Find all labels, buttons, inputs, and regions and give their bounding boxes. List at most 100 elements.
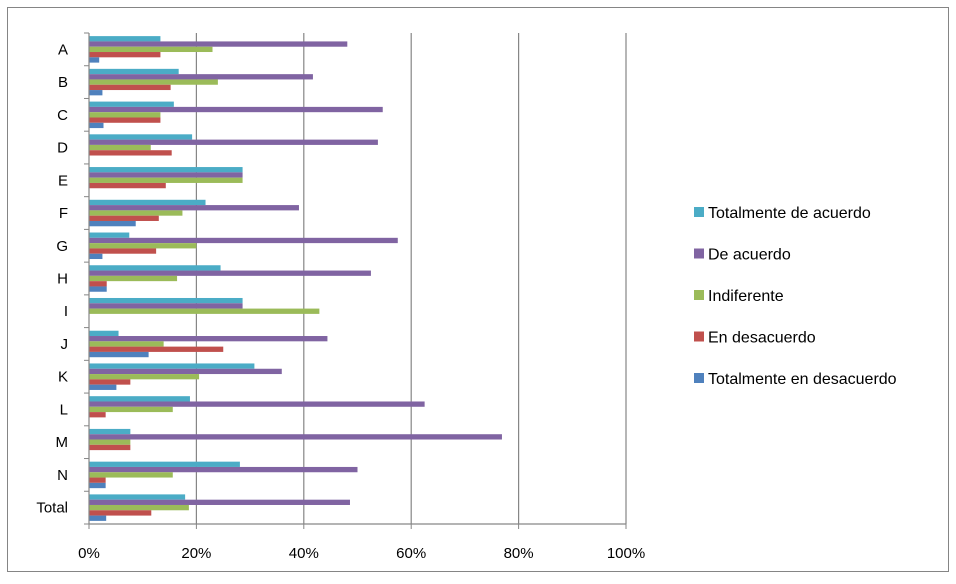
bar-e-indiferente — [89, 177, 243, 183]
bar-e-totalmente-de-acuerdo — [89, 167, 243, 173]
bar-f-totalmente-en-desacuerdo — [89, 220, 136, 227]
y-category-label: I — [64, 303, 68, 320]
bar-j-de-acuerdo — [89, 336, 328, 342]
bar-l-indiferente — [89, 406, 173, 413]
legend-swatch-totalmente-en-desacuerdo — [694, 373, 704, 383]
bar-f-indiferente — [89, 210, 183, 216]
bar-j-totalmente-de-acuerdo — [89, 330, 119, 337]
y-category-label: N — [57, 467, 68, 484]
bar-j-totalmente-en-desacuerdo — [89, 351, 149, 358]
bar-n-indiferente — [89, 472, 173, 478]
x-tick-label: 60% — [396, 545, 426, 562]
bar-c-totalmente-de-acuerdo — [89, 101, 174, 107]
bar-m-en-desacuerdo — [89, 444, 131, 451]
bar-total-indiferente — [89, 504, 189, 511]
legend-label-totalmente-en-desacuerdo: Totalmente en desacuerdo — [708, 371, 897, 388]
bar-total-de-acuerdo — [89, 499, 350, 505]
y-category-label: H — [57, 271, 68, 288]
y-category-label: F — [59, 205, 68, 222]
legend-swatch-totalmente-de-acuerdo — [694, 207, 704, 217]
bar-f-en-desacuerdo — [89, 215, 159, 221]
bar-g-totalmente-de-acuerdo — [89, 232, 130, 238]
legend-label-de-acuerdo: De acuerdo — [708, 247, 791, 264]
bar-e-en-desacuerdo — [89, 182, 166, 189]
bar-l-de-acuerdo — [89, 401, 425, 407]
legend-label-totalmente-de-acuerdo: Totalmente de acuerdo — [708, 205, 871, 222]
bar-e-de-acuerdo — [89, 172, 243, 178]
x-tick-label: 80% — [504, 545, 534, 562]
bars — [89, 36, 502, 521]
bar-b-totalmente-en-desacuerdo — [89, 90, 103, 96]
bar-total-totalmente-en-desacuerdo — [89, 515, 107, 521]
bar-j-en-desacuerdo — [89, 346, 224, 352]
bar-a-totalmente-en-desacuerdo — [89, 57, 100, 63]
bar-b-indiferente — [89, 79, 218, 85]
y-category-label: C — [57, 107, 68, 124]
chart-border — [7, 7, 949, 572]
bar-f-de-acuerdo — [89, 205, 299, 211]
bar-c-indiferente — [89, 112, 161, 118]
y-category-label: M — [56, 434, 69, 451]
bar-c-totalmente-en-desacuerdo — [89, 122, 104, 129]
bar-g-indiferente — [89, 243, 197, 249]
bar-n-totalmente-en-desacuerdo — [89, 482, 106, 489]
bar-j-indiferente — [89, 341, 164, 347]
bar-d-de-acuerdo — [89, 139, 378, 145]
bar-m-indiferente — [89, 439, 131, 445]
bar-b-de-acuerdo — [89, 74, 313, 80]
bar-g-de-acuerdo — [89, 237, 398, 244]
bar-k-en-desacuerdo — [89, 379, 131, 385]
y-category-label: J — [61, 336, 69, 353]
x-tick-label: 0% — [78, 545, 100, 562]
bar-a-en-desacuerdo — [89, 52, 161, 58]
bar-m-totalmente-de-acuerdo — [89, 428, 131, 435]
x-tick-label: 20% — [181, 545, 211, 562]
bar-l-totalmente-de-acuerdo — [89, 396, 190, 402]
bar-a-indiferente — [89, 46, 213, 53]
bar-g-totalmente-en-desacuerdo — [89, 253, 103, 260]
bar-m-de-acuerdo — [89, 434, 502, 440]
bar-f-totalmente-de-acuerdo — [89, 199, 206, 206]
bar-total-en-desacuerdo — [89, 510, 152, 516]
y-category-label: E — [58, 172, 68, 189]
y-category-label: A — [58, 41, 68, 58]
x-tick-label: 100% — [607, 545, 645, 562]
gridlines — [195, 33, 627, 524]
bar-i-totalmente-de-acuerdo — [89, 297, 243, 304]
bar-b-totalmente-de-acuerdo — [89, 68, 179, 75]
legend-swatch-en-desacuerdo — [694, 331, 704, 342]
bar-i-indiferente — [89, 308, 320, 314]
y-category-label: B — [58, 74, 68, 91]
bar-h-totalmente-en-desacuerdo — [89, 286, 107, 292]
bar-h-de-acuerdo — [89, 270, 371, 276]
bar-h-en-desacuerdo — [89, 281, 107, 287]
bar-i-de-acuerdo — [89, 303, 243, 309]
legend-swatch-de-acuerdo — [694, 248, 704, 259]
y-category-label: Total — [36, 500, 68, 517]
bar-a-totalmente-de-acuerdo — [89, 36, 161, 42]
bar-a-de-acuerdo — [89, 41, 348, 47]
y-category-label: G — [56, 238, 68, 255]
bar-c-en-desacuerdo — [89, 117, 161, 123]
bar-k-totalmente-de-acuerdo — [89, 363, 255, 369]
bar-b-en-desacuerdo — [89, 84, 171, 91]
bar-n-de-acuerdo — [89, 466, 358, 473]
bar-g-en-desacuerdo — [89, 248, 157, 254]
legend: Totalmente de acuerdo De acuerdo Indiferen… — [694, 205, 897, 388]
bar-k-de-acuerdo — [89, 368, 282, 375]
bar-d-indiferente — [89, 144, 151, 151]
legend-label-indiferente: Indiferente — [708, 288, 784, 305]
bar-d-totalmente-de-acuerdo — [89, 134, 193, 140]
bar-n-en-desacuerdo — [89, 477, 106, 483]
bar-k-totalmente-en-desacuerdo — [89, 384, 117, 390]
legend-label-en-desacuerdo: En desacuerdo — [708, 330, 816, 347]
bar-c-de-acuerdo — [89, 106, 383, 113]
y-category-label: K — [58, 369, 68, 386]
bar-total-totalmente-de-acuerdo — [89, 494, 186, 500]
bar-l-en-desacuerdo — [89, 412, 106, 418]
bar-h-totalmente-de-acuerdo — [89, 265, 221, 271]
bar-k-indiferente — [89, 374, 200, 380]
